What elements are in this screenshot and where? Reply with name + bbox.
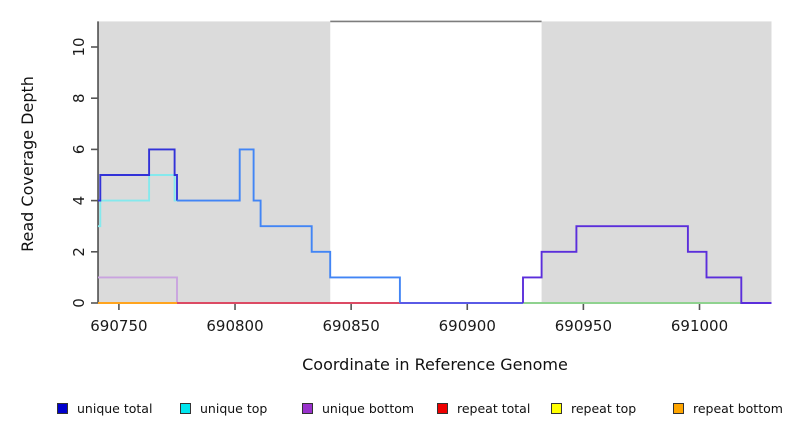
legend-label: repeat bottom xyxy=(693,400,783,416)
legend-label: unique bottom xyxy=(322,400,415,416)
legend-swatch xyxy=(551,402,562,414)
x-tick-label: 690750 xyxy=(90,317,147,335)
unique-top-line xyxy=(98,174,177,228)
legend-swatch xyxy=(437,402,448,414)
legend-label: repeat total xyxy=(457,400,531,416)
gray-region-left xyxy=(98,21,331,304)
legend-item-unique-total: unique total xyxy=(57,400,152,416)
unique-bottom-line xyxy=(98,276,178,303)
x-tick-label: 691000 xyxy=(671,317,728,335)
legend-label: unique total xyxy=(77,400,153,416)
legend-swatch xyxy=(180,402,191,414)
y-axis-title: Read Coverage Depth xyxy=(18,76,37,252)
legend-swatch xyxy=(673,402,684,414)
gray-region-right xyxy=(541,21,772,304)
x-tick-label: 690900 xyxy=(439,317,496,335)
legend-item-repeat-total: repeat total xyxy=(437,400,530,416)
legend-item-unique-top: unique top xyxy=(180,400,267,416)
legend-label: unique top xyxy=(200,400,268,416)
y-tick-label: 0 xyxy=(70,298,88,308)
x-tick-label: 690950 xyxy=(555,317,612,335)
x-axis-title: Coordinate in Reference Genome xyxy=(302,355,568,374)
x-tick-label: 690850 xyxy=(323,317,380,335)
unique-total-right xyxy=(522,225,772,304)
unique-total-mid xyxy=(177,148,401,303)
y-tick-label: 4 xyxy=(70,196,88,206)
legend-swatch xyxy=(302,402,313,414)
y-tick-label: 6 xyxy=(70,145,88,155)
legend-swatch xyxy=(57,402,68,414)
legend-item-repeat-bottom: repeat bottom xyxy=(673,400,783,416)
legend-item-unique-bottom: unique bottom xyxy=(302,400,414,416)
x-tick-label: 690800 xyxy=(206,317,263,335)
y-tick-label: 2 xyxy=(70,247,88,257)
unique-total-left xyxy=(98,148,178,202)
legend-label: repeat top xyxy=(571,400,637,416)
y-tick-label: 8 xyxy=(70,93,88,103)
legend-item-repeat-top: repeat top xyxy=(551,400,636,416)
y-tick-label: 10 xyxy=(70,37,88,56)
